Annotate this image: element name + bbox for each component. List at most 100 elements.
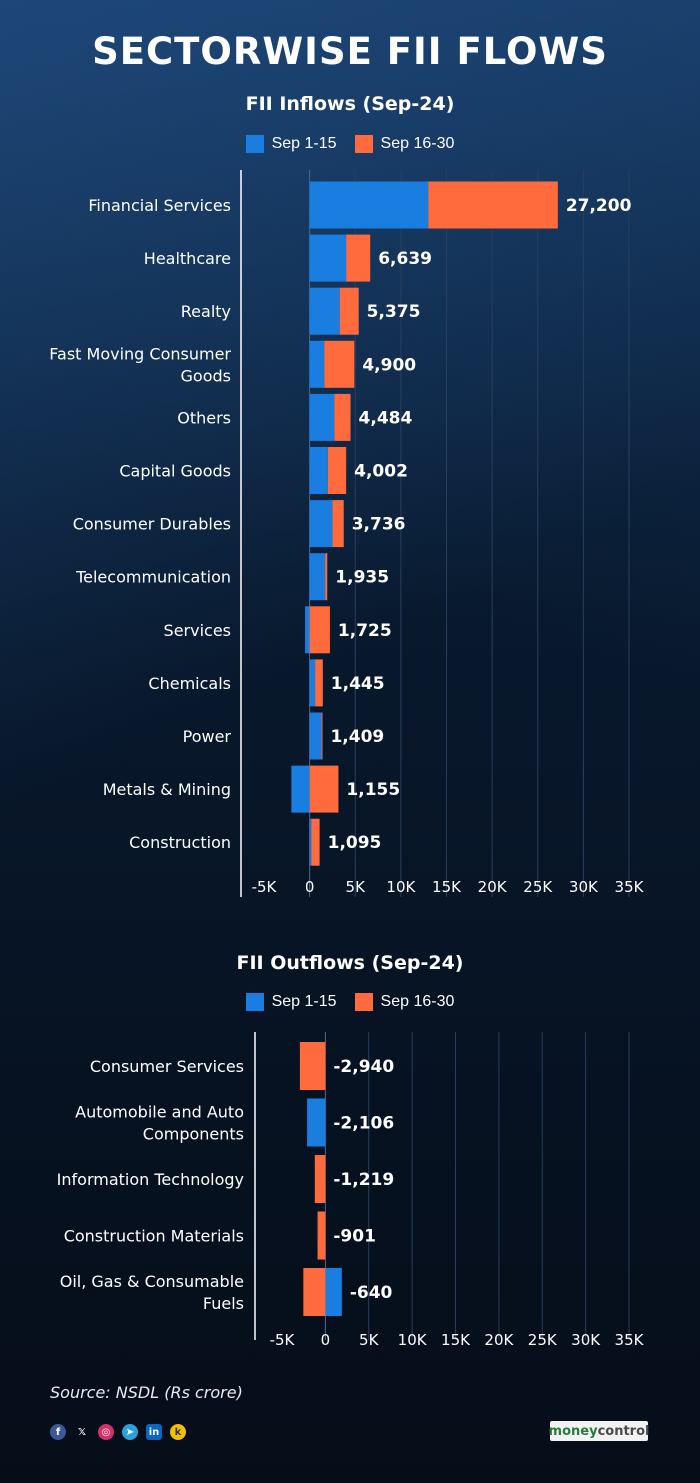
bar-sep-1-15 [309,818,312,866]
x-tick-label: 20K [484,1331,514,1349]
telegram-icon[interactable]: ➤ [122,1424,138,1440]
value-label: 1,445 [331,674,385,694]
category-label: Telecommunication [75,568,231,587]
category-label: Capital Goods [119,462,231,481]
outflows-legend: Sep 1-15 Sep 16-30 [0,993,700,1011]
bar-sep-1-15 [309,340,325,388]
linkedin-icon[interactable]: in [146,1424,162,1440]
x-icon[interactable]: 𝕏 [77,1426,87,1438]
legend-swatch-orange [354,993,373,1011]
category-label: Information Technology [57,1170,244,1189]
bar-sep-1-15 [309,553,326,601]
x-tick-label: 25K [528,1331,558,1349]
category-label: Realty [181,302,231,321]
category-label: Healthcare [144,249,231,268]
legend-item-sep-16-30: Sep 16-30 [354,135,455,153]
value-label: 4,002 [354,462,408,482]
bar-sep-16-30 [309,765,339,813]
inflows-legend: Sep 1-15 Sep 16-30 [0,135,700,153]
inflows-chart: 27,200 Financial Services 6,639 Healthcare 5… [49,170,645,897]
bar-sep-16-30 [315,659,323,707]
x-tick-label: 35K [615,1331,645,1349]
category-label: Automobile and Auto [75,1103,244,1122]
bar-sep-16-30 [321,712,323,760]
value-label: 5,375 [367,302,421,322]
bar-sep-16-30 [332,500,344,548]
category-label: Goods [181,366,231,385]
bar-sep-16-30 [334,393,351,441]
bar-sep-16-30 [346,234,371,282]
category-label: Consumer Services [90,1057,244,1076]
legend-label: Sep 16-30 [380,135,455,152]
bar-sep-1-15 [309,500,333,548]
x-tick-label: 25K [523,878,553,896]
x-tick-label: -5K [270,1331,296,1349]
category-label: Chemicals [148,674,231,693]
x-tick-label: 10K [398,1331,428,1349]
koo-icon[interactable]: k [170,1424,186,1440]
x-tick-label: 5K [346,878,367,896]
bar-sep-16-30 [299,1042,326,1090]
page-title: SECTORWISE FII FLOWS [92,30,608,73]
instagram-icon[interactable]: ◎ [98,1424,114,1440]
value-label: -640 [350,1283,393,1303]
category-label: Components [143,1125,244,1144]
x-tick-label: 0 [305,878,315,896]
value-label: -901 [333,1227,376,1247]
value-label: 4,900 [362,355,416,375]
value-label: 4,484 [359,408,413,428]
bar-sep-1-15 [309,712,322,760]
bar-sep-1-15 [309,393,335,441]
facebook-icon[interactable]: f [50,1424,66,1440]
x-tick-label: 0 [321,1331,331,1349]
x-tick-label: 5K [359,1331,380,1349]
value-label: 1,095 [328,833,382,853]
legend-label: Sep 1-15 [271,993,337,1010]
bar-sep-16-30 [309,606,330,654]
category-label: Services [164,621,231,640]
category-label: Financial Services [88,196,231,215]
value-label: 6,639 [378,249,432,269]
x-tick-label: 30K [571,1331,601,1349]
value-label: 3,736 [352,515,406,535]
bar-sep-16-30 [317,1211,326,1260]
category-label: Fuels [203,1294,244,1313]
value-label: -1,219 [333,1170,394,1190]
legend-label: Sep 16-30 [380,993,455,1010]
source-note: Source: NSDL (Rs crore) [50,1383,243,1402]
x-tick-label: 15K [441,1331,471,1349]
category-label: Power [183,727,232,746]
bar-sep-1-15 [291,765,310,813]
value-label: 1,935 [335,568,389,588]
bar-sep-16-30 [303,1268,326,1316]
x-tick-label: 15K [432,878,462,896]
bar-sep-16-30 [311,818,320,866]
bar-sep-1-15 [325,1268,342,1316]
bar-sep-1-15 [309,181,429,229]
category-label: Others [177,408,231,427]
value-label: 1,725 [338,621,392,641]
x-tick-label: -5K [252,878,278,896]
moneycontrol-logo[interactable]: money control [549,1421,649,1441]
legend-swatch-blue [245,993,264,1011]
bar-sep-16-30 [325,553,328,601]
x-tick-label: 10K [386,878,416,896]
value-label: 1,409 [330,727,384,747]
x-tick-label: 35K [615,878,645,896]
bar-sep-16-30 [314,1155,326,1203]
legend-swatch-blue [245,135,264,153]
bar-sep-1-15 [309,234,347,282]
bar-sep-1-15 [309,287,340,335]
bar-sep-16-30 [428,181,558,229]
legend-swatch-orange [354,135,373,153]
value-label: 27,200 [566,196,632,216]
bar-sep-16-30 [339,287,359,335]
legend-item-sep-1-15: Sep 1-15 [245,135,337,153]
bar-sep-16-30 [327,447,347,494]
category-label: Construction [129,833,231,852]
bar-sep-1-15 [309,447,328,494]
legend-label: Sep 1-15 [271,135,337,152]
legend-item-sep-1-15: Sep 1-15 [245,993,337,1011]
category-label: Oil, Gas & Consumable [60,1272,244,1291]
x-tick-label: 20K [478,878,508,896]
